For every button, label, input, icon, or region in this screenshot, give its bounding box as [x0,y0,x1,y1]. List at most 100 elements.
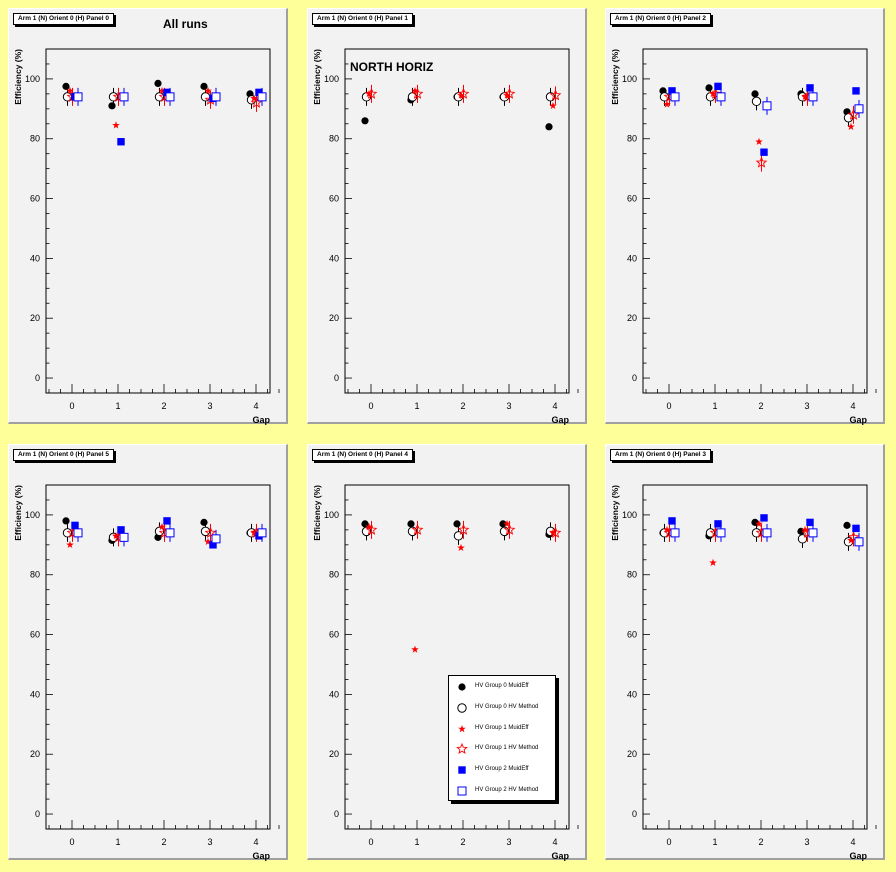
y-tick-label: 20 [627,749,637,759]
legend-entry: HV Group 1 HV Method [449,743,555,755]
y-axis-label: Efficiency (%) [610,49,620,105]
legend-entry: HV Group 0 HV Method [449,702,555,714]
legend: HV Group 0 MuidEff HV Group 0 HV Method HV… [448,675,556,801]
data-point [211,92,221,102]
data-point [806,518,814,527]
y-tick-label: 100 [324,74,339,84]
series-2 [663,89,855,145]
plot-area: 0 20 40 60 80 100 0 1 2 3 4 Gap Efficiency (%) [610,484,877,861]
plot-area: 0 20 40 60 80 100 0 1 2 3 4 Gap Efficiency (%) [13,48,280,425]
x-tick-label: 1 [115,837,120,847]
data-point [847,531,860,543]
x-tick-label: 0 [666,837,671,847]
data-point [73,528,83,538]
legend-marker [456,743,468,755]
data-point [117,526,125,534]
data-point [714,82,722,91]
data-point [663,100,671,108]
data-point [751,96,762,107]
plot-area: 0 20 40 60 80 100 0 1 2 3 4 Gap Efficiency (%) [312,48,579,425]
y-axis-label: Efficiency (%) [312,485,322,541]
y-tick-label: 60 [30,630,40,640]
x-tick-label: 4 [850,401,855,411]
legend-label: HV Group 2 HV Method [475,787,539,793]
data-point [108,102,116,110]
y-tick-label: 100 [25,74,40,84]
data-point [457,87,470,99]
x-tick-label: 2 [161,837,166,847]
data-point [62,517,70,525]
legend-label: HV Group 1 HV Method [475,745,539,752]
data-point [545,123,553,131]
data-point [801,525,809,534]
data-point [209,541,217,549]
y-tick-label: 0 [632,809,637,819]
data-point [204,537,212,546]
y-tick-label: 0 [334,809,339,819]
data-point [762,101,772,111]
series-3 [365,520,562,542]
legend-label: HV Group 2 MuidEff [475,766,529,773]
data-point [659,92,670,102]
data-point [365,87,378,99]
data-point [204,86,212,95]
data-point [365,89,373,98]
data-point [806,84,814,92]
x-axis-label: Gap [849,415,867,425]
series-1 [361,87,556,106]
data-point [165,92,175,102]
data-point [503,519,511,528]
panel-label: NORTH HORIZ [350,60,434,74]
y-axis-label: Efficiency (%) [610,485,620,541]
data-point [852,87,860,95]
data-point [670,528,680,538]
data-point [716,528,726,538]
data-point [709,558,717,567]
x-tick-label: 4 [552,401,557,411]
plot-area: 0 20 40 60 80 100 0 1 2 3 4 Gap Efficiency (%) [610,48,877,425]
y-tick-label: 20 [329,749,339,759]
legend-label: HV Group 0 HV Method [475,703,539,710]
y-tick-label: 80 [30,134,40,144]
panel-5: Arm 1 (N) Orient 0 (H) Panel 3 0 20 40 60 80 1… [605,444,885,861]
plot-frame [344,48,570,394]
y-axis-label: Efficiency (%) [312,49,322,105]
y-tick-label: 0 [334,373,339,383]
x-tick-label: 2 [161,401,166,411]
data-point [852,524,860,533]
data-point [411,645,419,653]
series-4 [668,514,860,533]
panel-label: All runs [163,17,208,31]
data-point [663,525,671,534]
data-point [549,526,562,538]
legend-marker-shape [456,743,468,755]
plot-frame [344,484,570,830]
data-point [365,522,373,531]
data-point [108,92,119,102]
data-point [457,543,465,552]
x-tick-label: 4 [850,837,855,847]
x-tick-label: 3 [506,837,511,847]
x-tick-label: 0 [69,401,74,411]
panel-title: Arm 1 (N) Orient 0 (H) Panel 0 [13,13,115,25]
data-point [762,528,772,538]
x-tick-label: 3 [804,401,809,411]
data-point [112,121,120,129]
y-tick-label: 60 [627,194,637,204]
x-axis-label: Gap [252,415,270,425]
series-2 [365,519,557,653]
y-tick-label: 40 [627,689,637,699]
x-tick-label: 4 [253,401,258,411]
data-point [453,520,461,528]
y-tick-label: 20 [30,313,40,323]
y-tick-label: 40 [30,253,40,263]
data-point [154,92,165,102]
legend-label: HV Group 1 MuidEff [475,724,529,731]
x-tick-label: 2 [758,837,763,847]
data-point [411,523,424,535]
x-tick-label: 1 [414,837,419,847]
data-point [158,86,166,95]
series-2 [663,519,855,567]
data-point [62,528,73,538]
series-5 [670,87,864,118]
